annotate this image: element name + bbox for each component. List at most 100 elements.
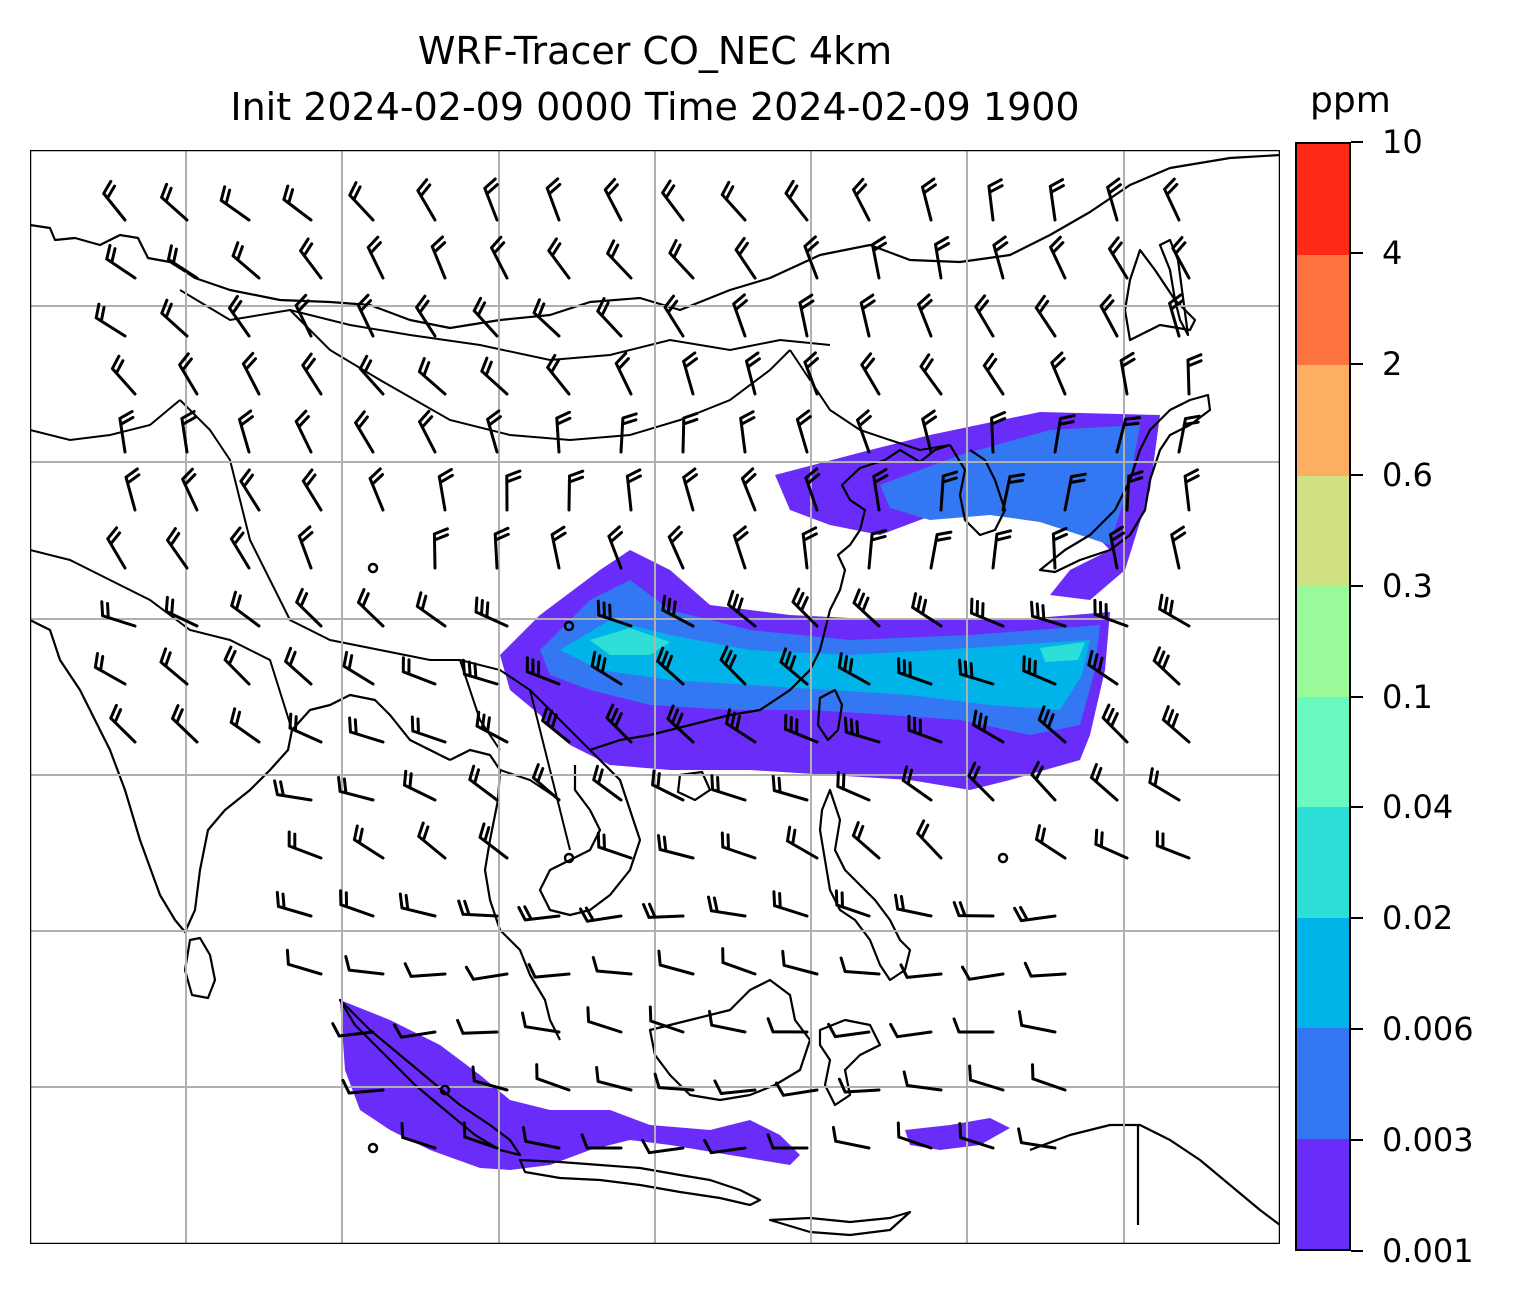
wind-barb: [897, 657, 933, 686]
tracer-plume-central-core: [560, 620, 1090, 710]
wind-barb: [784, 179, 809, 222]
wind-barb: [896, 1121, 933, 1150]
wind-barb: [596, 297, 623, 338]
border-central-asia: [30, 399, 181, 442]
wind-barb: [967, 761, 995, 802]
calm-wind-marker: [563, 620, 575, 632]
colorbar-tick: [1351, 695, 1363, 698]
wind-barb: [703, 1138, 747, 1155]
wind-barb: [110, 354, 137, 396]
wind-barb: [1125, 470, 1144, 512]
wind-barb: [344, 955, 385, 976]
wind-barb: [180, 410, 197, 454]
wind-barb: [471, 1065, 509, 1092]
wind-barb: [732, 525, 749, 570]
wind-barb: [164, 595, 199, 628]
wind-barb: [929, 530, 953, 570]
wind-barb: [118, 410, 135, 454]
wind-barb: [982, 352, 1005, 396]
wind-barb: [1161, 705, 1191, 744]
wind-barb: [766, 1017, 809, 1034]
border-china-west: [179, 399, 460, 661]
wind-barb: [661, 179, 685, 222]
wind-barb: [159, 647, 189, 686]
wind-barb: [725, 708, 757, 744]
wind-barb: [415, 294, 437, 338]
wind-barb: [899, 963, 943, 979]
wind-barb: [1099, 294, 1119, 338]
wind-barb: [795, 409, 812, 454]
wind-barb: [167, 244, 199, 280]
wind-barb: [358, 354, 385, 396]
wind-barb: [771, 775, 809, 802]
wind-barb: [1030, 600, 1067, 628]
wind-barb: [775, 1081, 819, 1097]
wind-barb: [535, 1063, 571, 1092]
wind-barb: [297, 525, 314, 570]
wind-barb: [590, 650, 623, 686]
wind-barb: [579, 906, 623, 923]
coastline-taiwan: [816, 688, 844, 742]
wind-barb: [648, 1005, 685, 1034]
wind-barb: [301, 468, 323, 512]
wind-barb: [1017, 1010, 1057, 1034]
wind-barb: [417, 821, 447, 860]
wind-barb: [461, 658, 499, 686]
wind-barb: [1050, 351, 1067, 396]
wind-barb: [592, 764, 623, 802]
tracer-plume-central-peak: [590, 628, 1085, 662]
wind-barb: [1063, 472, 1087, 512]
wind-barb: [682, 467, 698, 512]
wind-barb: [720, 180, 747, 222]
wind-barb: [708, 1009, 747, 1034]
wind-barb: [1037, 705, 1067, 744]
colorbar-tick-label: 0.02: [1382, 899, 1454, 938]
wind-barb: [856, 409, 872, 454]
wind-barb: [766, 1133, 809, 1150]
wind-barb: [348, 716, 385, 744]
wind-barb: [596, 831, 633, 860]
tracer-field: [340, 412, 1160, 1170]
wind-barb: [545, 177, 562, 222]
wind-barb: [1087, 649, 1119, 686]
wind-barb: [657, 949, 695, 976]
wind-barb: [894, 893, 933, 918]
map-title-line2: Init 2024-02-09 0000 Time 2024-02-09 190…: [230, 85, 1080, 129]
wind-barb: [282, 184, 313, 222]
wind-barb: [475, 710, 509, 744]
wind-barb: [546, 353, 571, 396]
wind-barb: [417, 357, 447, 396]
wind-barb: [661, 594, 695, 628]
coastline-vietnam: [538, 749, 642, 917]
wind-barb: [961, 965, 1005, 981]
coastline-lesser-sunda: [768, 1210, 912, 1237]
wind-barb: [911, 592, 943, 628]
wind-barb: [229, 707, 261, 744]
tracer-plume-south: [340, 1000, 800, 1170]
wind-barb: [852, 588, 881, 628]
wind-barb: [720, 831, 757, 860]
wind-barb: [357, 588, 385, 628]
wind-barb: [342, 650, 375, 686]
colorbar-segment: [1297, 806, 1349, 918]
wind-barb: [521, 1011, 561, 1034]
colorbar-tick: [1351, 806, 1363, 809]
wind-barb: [430, 235, 447, 280]
coastline-korea: [949, 444, 1007, 537]
wind-barb: [1106, 177, 1122, 222]
wind-barb: [843, 716, 881, 744]
wind-barb: [801, 526, 818, 570]
wind-barb: [837, 1077, 881, 1094]
coastline-indochina: [449, 748, 561, 1041]
wind-barb: [666, 704, 695, 744]
wind-barb: [400, 1122, 437, 1150]
wind-barb: [352, 824, 385, 860]
wind-barb: [1053, 414, 1076, 454]
colorbar-tick: [1351, 1250, 1363, 1252]
wind-barb: [837, 652, 871, 686]
wind-barb: [872, 468, 889, 512]
wind-barb: [727, 589, 757, 628]
wind-barb: [219, 185, 251, 222]
wind-barb: [607, 525, 623, 570]
wind-barb: [902, 1070, 943, 1092]
